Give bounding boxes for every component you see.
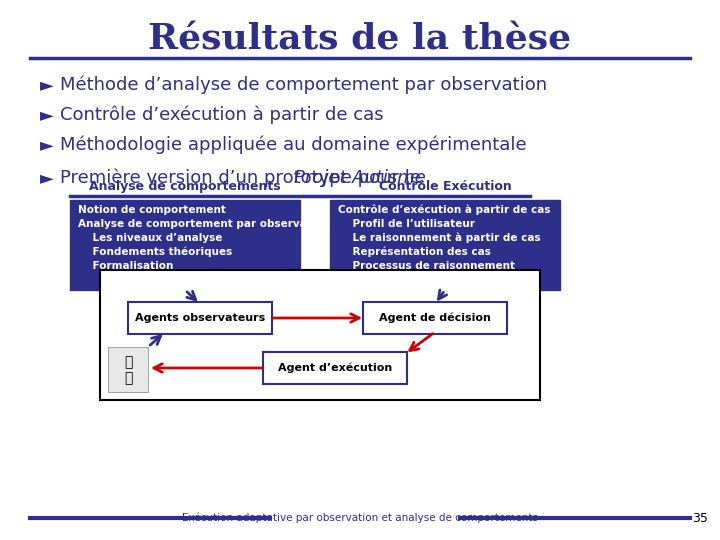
FancyBboxPatch shape [70, 200, 300, 290]
FancyBboxPatch shape [363, 302, 507, 334]
Text: 🧑
💻: 🧑 💻 [124, 355, 132, 385]
Text: Profil de l’utilisateur: Profil de l’utilisateur [338, 219, 475, 229]
Text: ►: ► [40, 136, 54, 154]
Text: Résultats de la thèse: Résultats de la thèse [148, 23, 572, 57]
Text: Projet Autisme: Projet Autisme [294, 169, 426, 187]
Text: Agents observateurs: Agents observateurs [135, 313, 265, 323]
FancyBboxPatch shape [128, 302, 272, 334]
FancyBboxPatch shape [100, 270, 540, 400]
Text: Contrôle Exécution: Contrôle Exécution [379, 180, 511, 193]
Text: ►: ► [40, 76, 54, 94]
FancyBboxPatch shape [263, 352, 407, 384]
Text: Analyse de comportements: Analyse de comportements [89, 180, 281, 193]
Text: Méthode d’analyse de comportement par observation: Méthode d’analyse de comportement par ob… [60, 76, 547, 94]
Text: Les niveaux d’analyse: Les niveaux d’analyse [78, 233, 222, 243]
FancyBboxPatch shape [108, 347, 148, 392]
Text: Méthodologie appliquée au domaine expérimentale: Méthodologie appliquée au domaine expéri… [60, 136, 526, 154]
FancyBboxPatch shape [330, 200, 560, 290]
Text: Analyse de comportement par observation: Analyse de comportement par observation [78, 219, 330, 229]
Text: Contrôle d’exécution à partir de cas: Contrôle d’exécution à partir de cas [338, 205, 551, 215]
Text: Formalisation: Formalisation [78, 261, 174, 271]
Text: Agent d’exécution: Agent d’exécution [278, 363, 392, 373]
Text: Exécution adaptative par observation et analyse de comportements: Exécution adaptative par observation et … [182, 513, 538, 523]
Text: Contrôle d’exécution à partir de cas: Contrôle d’exécution à partir de cas [60, 106, 384, 124]
Text: Le raisonnement à partir de cas: Le raisonnement à partir de cas [338, 233, 541, 243]
Text: Première version d’un prototype pour le: Première version d’un prototype pour le [60, 168, 427, 187]
Text: Représentation des cas: Représentation des cas [338, 247, 491, 257]
Text: ►: ► [40, 169, 54, 187]
Text: ►: ► [40, 106, 54, 124]
Text: Notion de comportement: Notion de comportement [78, 205, 226, 215]
Text: Agent de décision: Agent de décision [379, 313, 491, 323]
Text: Fondements théoriques: Fondements théoriques [78, 247, 233, 257]
Text: Processus de raisonnement: Processus de raisonnement [338, 261, 515, 271]
Text: 35: 35 [692, 511, 708, 524]
